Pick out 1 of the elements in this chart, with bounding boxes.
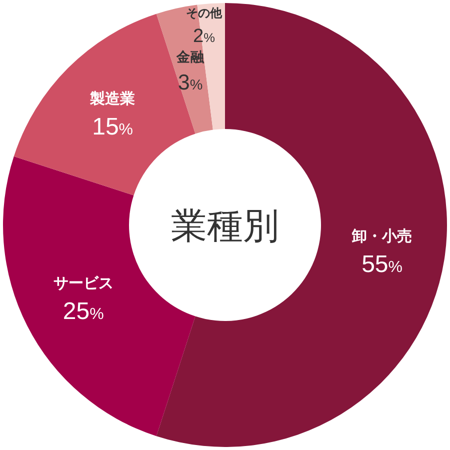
text: 業種別: [171, 205, 279, 246]
